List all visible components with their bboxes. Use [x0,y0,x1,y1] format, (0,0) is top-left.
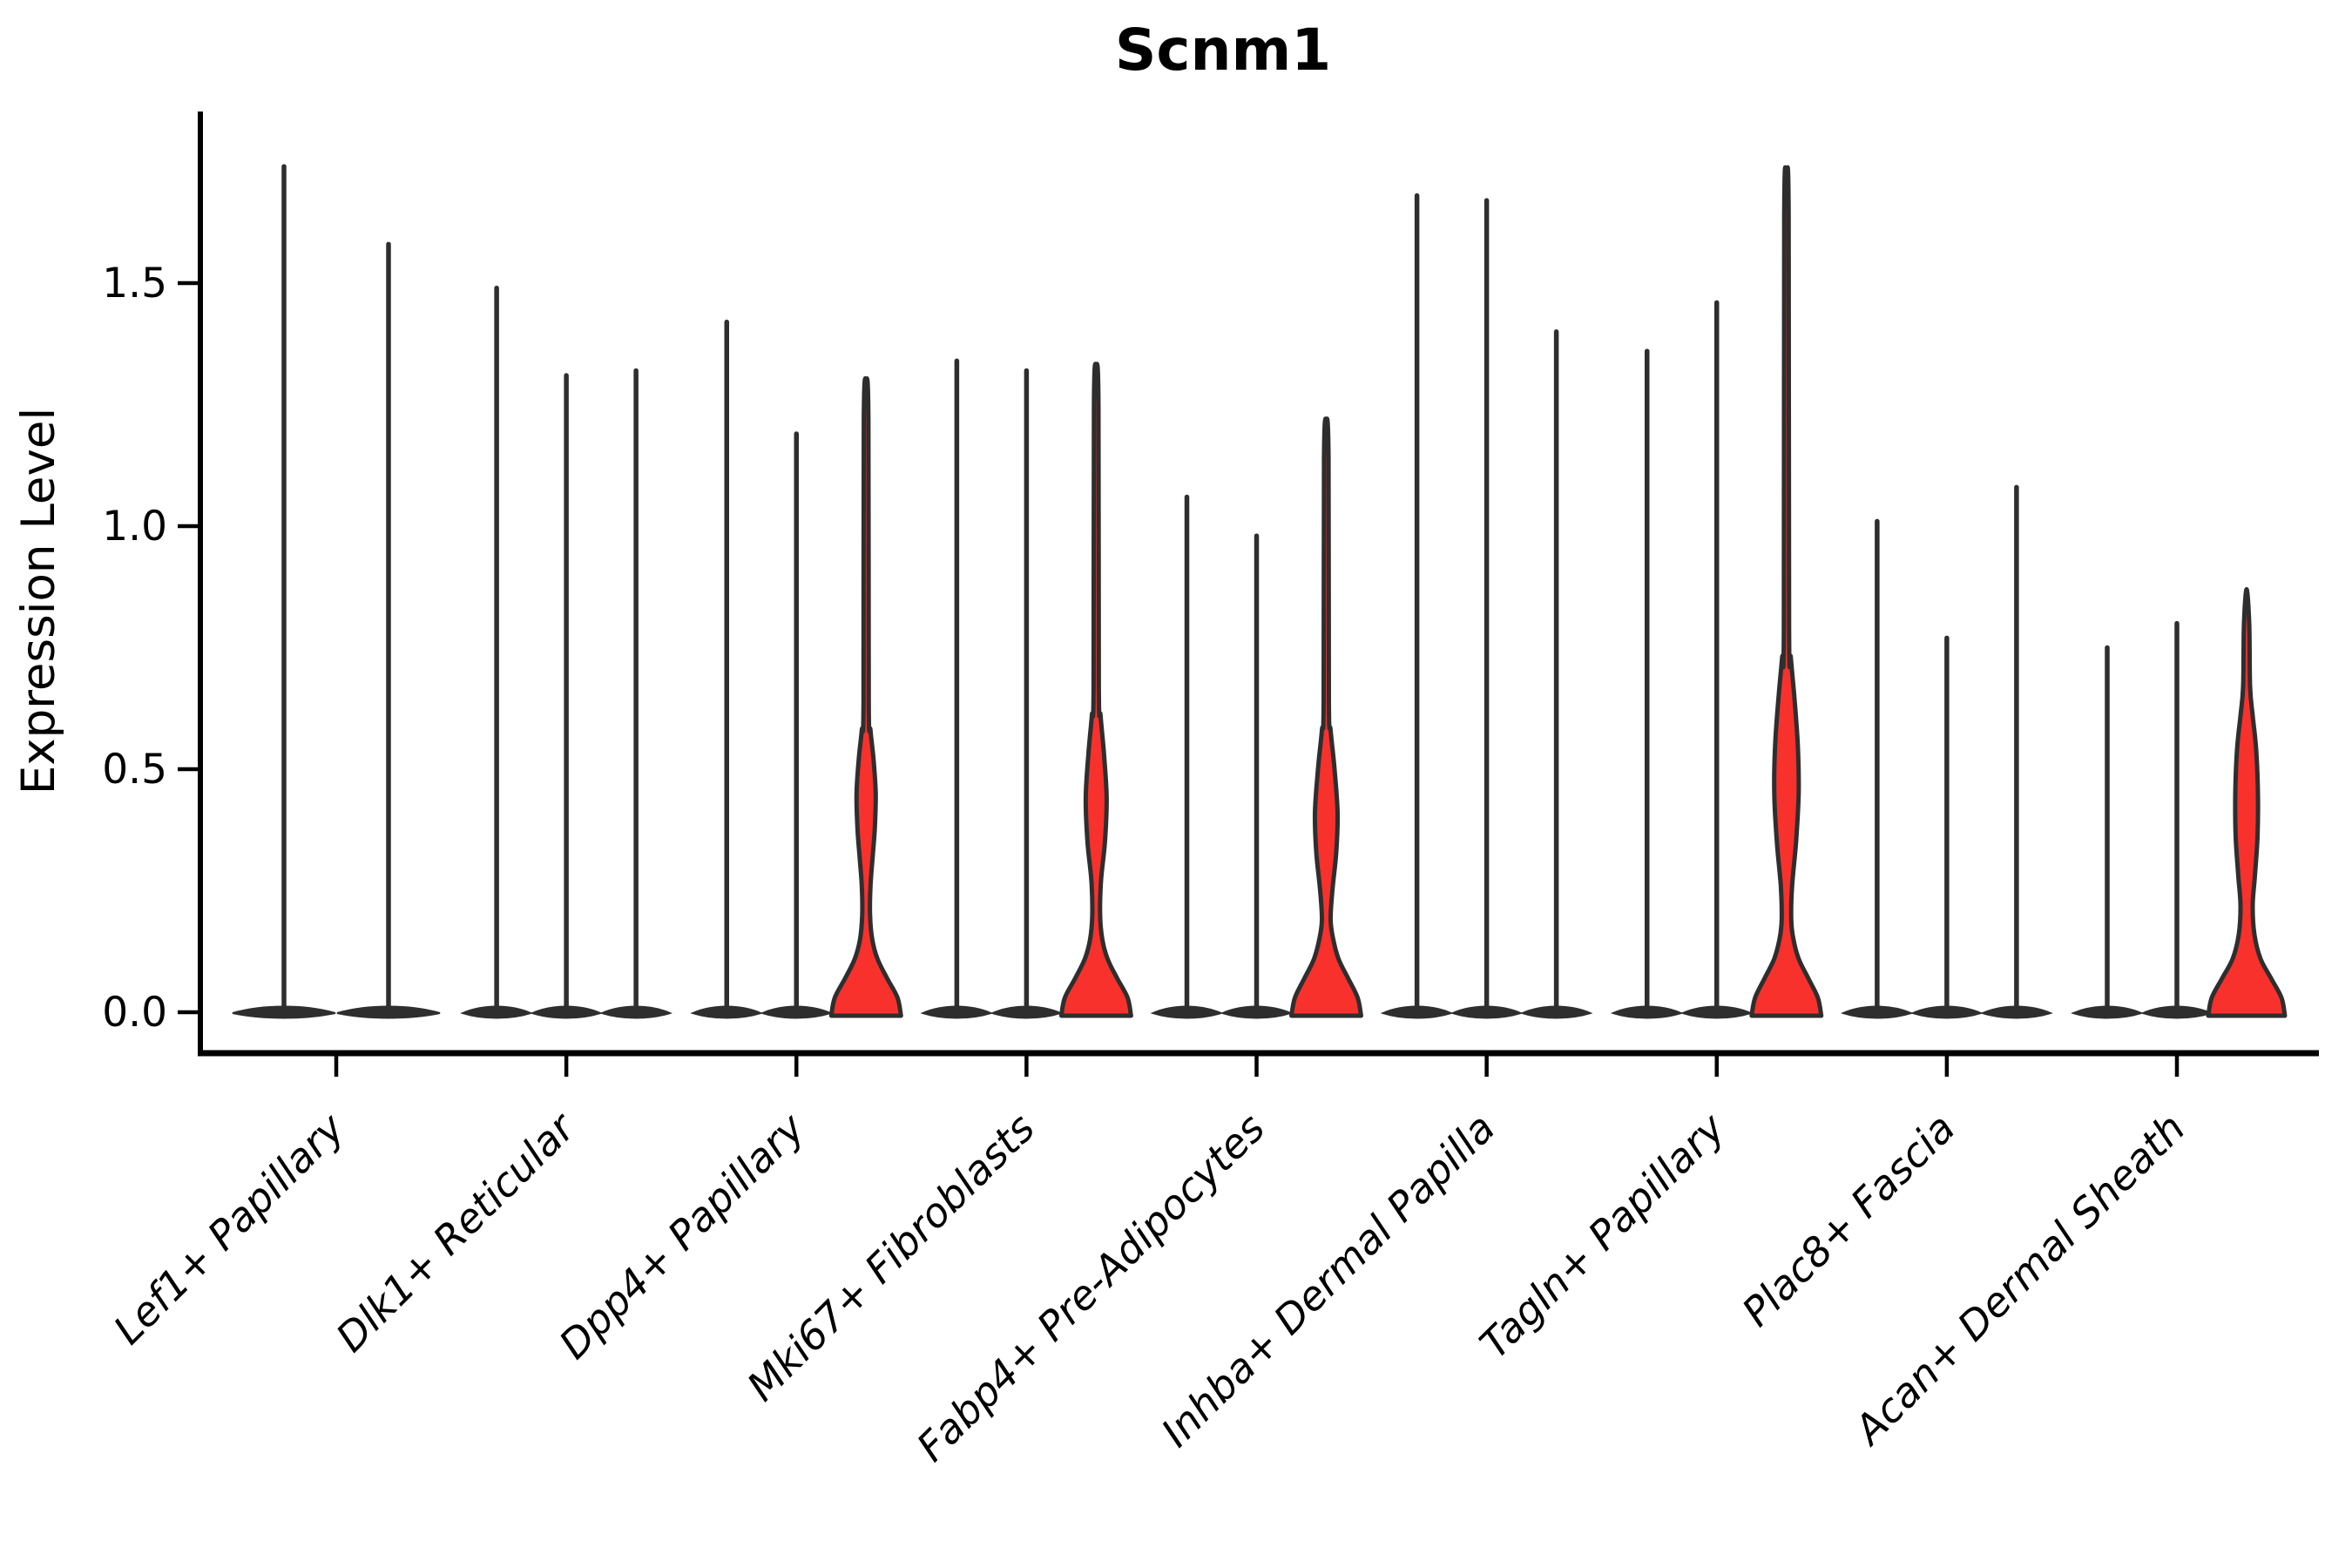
y-tick-label: 1.0 [102,503,167,551]
highlighted-violin-shape [1749,165,1824,1018]
violin [1150,494,1224,1019]
violin [1380,193,1454,1019]
violin [1058,362,1133,1018]
highlighted-violin-shape [2206,587,2288,1018]
violin [1840,518,1914,1019]
violin [336,241,441,1019]
x-tick-label: Plac8+ Fascia [1733,1105,1963,1335]
violin [1220,533,1294,1019]
x-tick-label: Tagln+ Papillary [1470,1104,1734,1368]
violin [2071,645,2144,1019]
violin [828,376,903,1018]
y-tick-label: 0.0 [102,989,167,1037]
violin [1680,300,1754,1019]
violin [920,358,994,1019]
violin [690,319,764,1019]
violin [2140,620,2213,1019]
y-axis-label: Expression Level [12,408,65,794]
x-tick-label: Dlk1+ Reticular [327,1102,585,1361]
chart-title: Scnm1 [1115,17,1331,84]
violin-layer [232,164,2288,1019]
violin [2206,587,2288,1018]
violin [760,431,834,1019]
violin [232,164,336,1019]
violin [1289,416,1363,1018]
y-tick-label: 0.5 [102,746,167,794]
x-tick-label: Lef1+ Papillary [105,1104,354,1353]
violin [599,368,673,1019]
highlighted-violin-shape [828,376,903,1018]
y-tick-label: 1.5 [102,260,167,308]
violin [1979,484,2053,1019]
x-tick-label: Dpp4+ Papillary [550,1104,814,1368]
violin [1909,635,1984,1019]
violin [1519,329,1593,1019]
violin [1610,348,1684,1019]
violin [530,373,604,1019]
highlighted-violin-shape [1058,362,1133,1018]
violin [1749,165,1824,1018]
violin [990,368,1064,1019]
violin [1450,198,1524,1019]
violin [460,285,534,1019]
highlighted-violin-shape [1289,416,1363,1018]
